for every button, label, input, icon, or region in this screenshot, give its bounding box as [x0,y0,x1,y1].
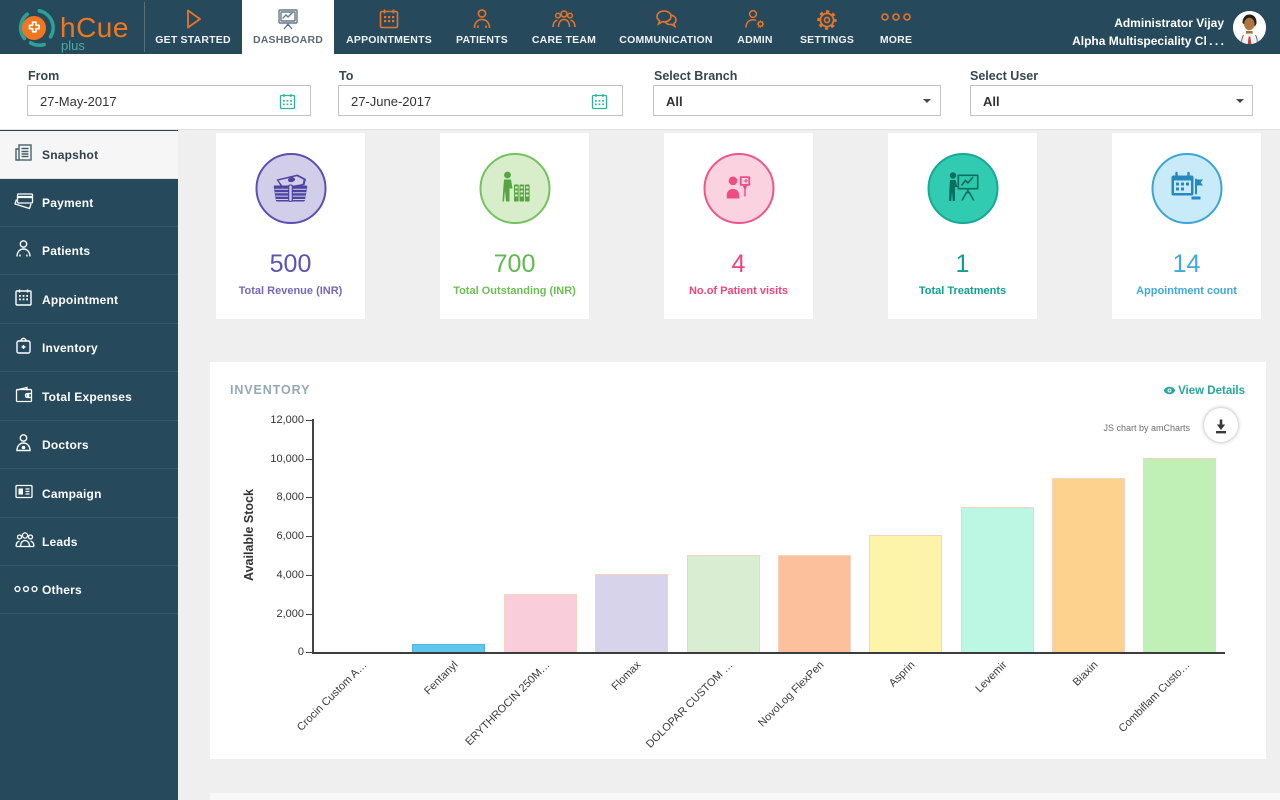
svg-text:hCue: hCue [60,12,129,43]
svg-text:plus: plus [61,38,85,53]
